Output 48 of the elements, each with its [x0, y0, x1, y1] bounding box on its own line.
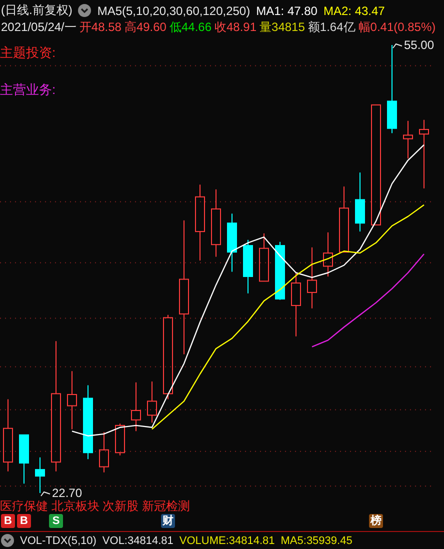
annotation: 55.00: [404, 38, 434, 52]
text: 2021/05/24/一: [1, 19, 76, 36]
candlestick: [211, 188, 221, 258]
candlestick: [259, 232, 269, 282]
text: 幅0.41(0.85%): [358, 19, 436, 36]
text: VOLUME:34814.81: [179, 534, 275, 546]
candlestick: [51, 340, 61, 472]
text: 收48.91: [214, 19, 257, 36]
candlestick: [83, 384, 93, 460]
candlestick: [355, 172, 365, 232]
candlestick: [339, 186, 349, 253]
candlestick: [35, 456, 45, 494]
text: 量34815: [260, 19, 305, 36]
text: 额1.64亿: [308, 19, 356, 36]
candlestick: [307, 246, 317, 309]
text: MA5(5,10,20,30,60,120,250): [97, 4, 250, 18]
badge-tag: 榜: [369, 514, 383, 528]
text: MA1: 47.80: [256, 4, 318, 18]
candlestick: [67, 370, 77, 430]
chart-title: (日线.前复权): [1, 2, 72, 19]
text: VOL-TDX(5,10): [20, 534, 96, 546]
annotation: 主营业务:: [0, 81, 56, 99]
candlestick: [147, 380, 157, 424]
badge-tag: B: [17, 514, 31, 528]
candlestick: [227, 213, 237, 272]
annotation: 主题投资:: [0, 44, 56, 62]
text: VOL:34814.81: [102, 534, 174, 546]
candlestick: [3, 398, 13, 472]
candlestick: [291, 272, 301, 337]
badge-tag: 财: [161, 514, 175, 528]
annotation: 22.70: [52, 486, 82, 500]
candlestick: [419, 119, 429, 189]
text: 高49.60: [124, 19, 166, 36]
candlestick: [323, 232, 333, 277]
text: 低44.66: [169, 19, 212, 36]
badge-tag: B: [1, 514, 15, 528]
candlestick: [19, 434, 29, 484]
candlestick: [131, 382, 141, 432]
candlestick: [99, 432, 109, 473]
candlestick: [179, 220, 189, 355]
text: MA5:35939.45: [280, 534, 352, 546]
badge-tag: S: [49, 514, 63, 528]
text: 医疗保健 北京板块 次新股 新冠检测: [0, 498, 190, 514]
text: MA2: 43.47: [323, 4, 385, 18]
candlestick: [371, 104, 381, 226]
candlestick: [403, 120, 413, 159]
candlestick: [195, 184, 205, 262]
text: 开48.58: [79, 19, 122, 36]
